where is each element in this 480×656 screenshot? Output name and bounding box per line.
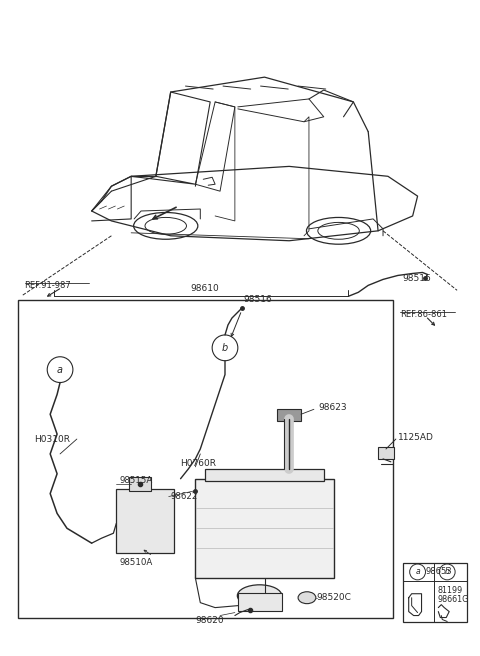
Text: 98515A: 98515A <box>120 476 153 485</box>
Text: b: b <box>222 343 228 353</box>
Text: 98520C: 98520C <box>317 593 352 602</box>
Text: H0760R: H0760R <box>180 459 216 468</box>
Text: 98653: 98653 <box>425 567 452 577</box>
Bar <box>18 300 393 617</box>
Ellipse shape <box>298 592 316 604</box>
Bar <box>205 469 324 481</box>
Text: a: a <box>415 567 420 577</box>
Text: 1125AD: 1125AD <box>398 432 434 441</box>
Text: 98516: 98516 <box>403 274 432 283</box>
Bar <box>129 477 151 491</box>
Bar <box>378 447 394 459</box>
Bar <box>403 563 467 623</box>
Bar <box>195 479 334 578</box>
Text: b: b <box>445 567 450 577</box>
Text: 98620: 98620 <box>196 615 225 625</box>
Text: 98661G: 98661G <box>437 595 468 604</box>
Text: 81199: 81199 <box>437 586 463 595</box>
Text: 98623: 98623 <box>319 403 348 412</box>
Ellipse shape <box>237 584 282 607</box>
Bar <box>116 489 174 553</box>
Text: 98622: 98622 <box>171 492 198 501</box>
Text: REF.86-861: REF.86-861 <box>400 310 447 319</box>
Text: H0310R: H0310R <box>35 434 71 443</box>
Text: REF.91-987: REF.91-987 <box>24 281 71 291</box>
Text: 98510A: 98510A <box>120 558 153 567</box>
Bar <box>277 409 301 421</box>
Text: a: a <box>57 365 63 375</box>
Text: 98516: 98516 <box>244 295 273 304</box>
Bar <box>238 593 282 611</box>
Text: 98610: 98610 <box>191 284 220 293</box>
